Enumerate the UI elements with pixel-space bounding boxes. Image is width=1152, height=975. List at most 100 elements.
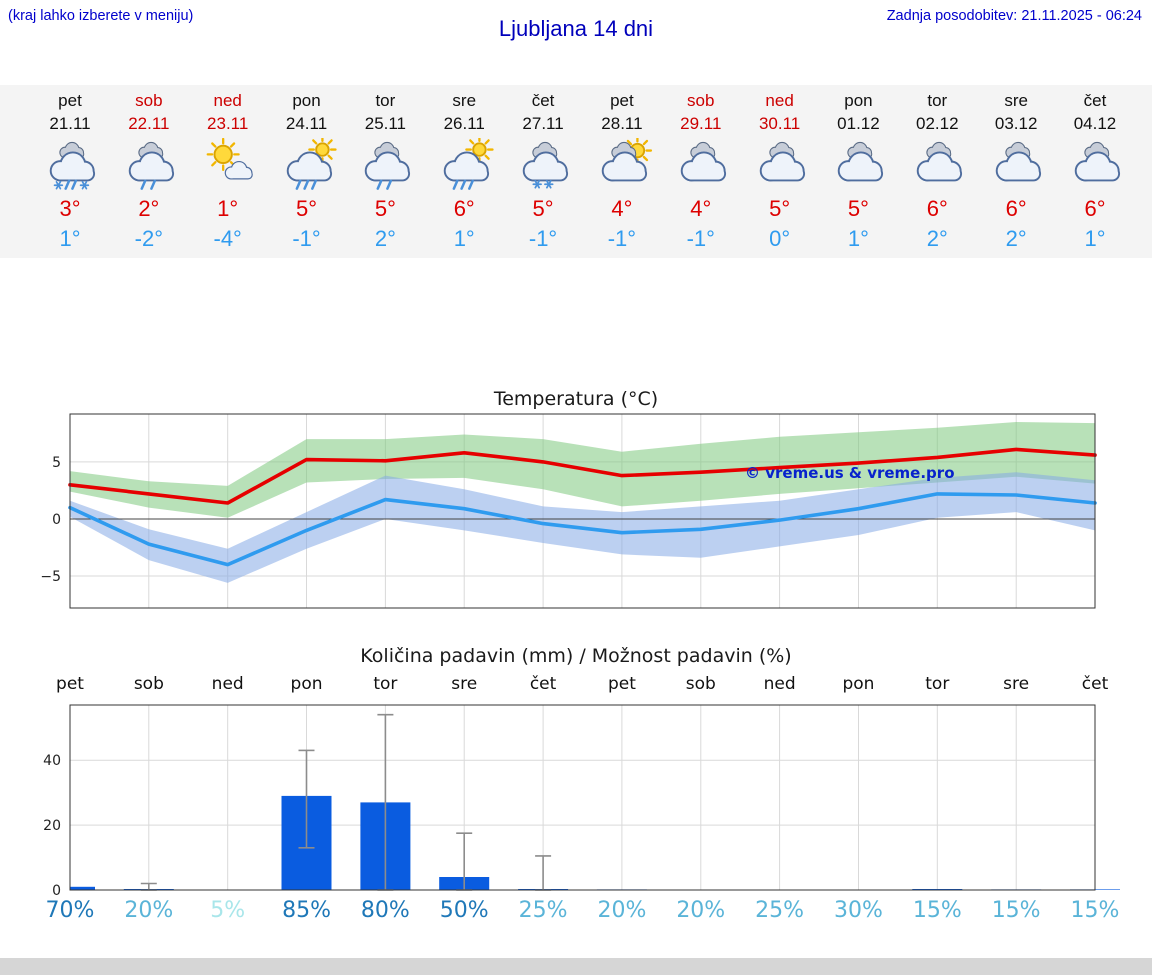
cloudy-icon [977,138,1055,194]
day-date: 22.11 [128,114,170,133]
day-date: 30.11 [758,114,801,133]
temp-low: 1° [59,226,81,251]
cloudy-icon [741,138,819,194]
temp-high: 6° [926,196,948,221]
temp-high: 2° [138,196,160,221]
forecast-day-25.11[interactable]: tor 25.11 5° 2° [346,91,424,252]
day-date: 26.11 [443,114,485,133]
forecast-day-04.12[interactable]: čet 04.12 6° 1° [1056,91,1134,252]
forecast-day-30.11[interactable]: ned 30.11 5° 0° [741,91,819,252]
day-date: 23.11 [207,114,249,133]
forecast-day-29.11[interactable]: sob 29.11 4° -1° [662,91,740,252]
rain-icon [346,138,424,194]
day-date: 04.12 [1073,114,1117,133]
day-date: 28.11 [601,114,643,133]
temp-high: 5° [847,196,869,221]
precip-probability: 30% [834,898,883,923]
day-name: pet [58,91,82,110]
day-name: ned [765,91,794,110]
temp-low: 2° [374,226,396,251]
forecast-day-28.11[interactable]: pet 28.11 4° -1° [583,91,661,252]
svg-text:40: 40 [43,753,61,769]
precip-probability: 15% [1070,898,1120,923]
precip-probability: 70% [45,898,95,923]
day-name: sob [687,91,715,110]
cloudy-icon [662,138,740,194]
page-title: Ljubljana 14 dni [498,16,654,41]
day-date: 01.12 [837,114,880,133]
precip-day-label: tor [373,674,398,694]
day-name: pet [610,91,634,110]
precipitation-chart-title: Količina padavin (mm) / Možnost padavin … [360,645,792,667]
footer-bar [0,958,1152,975]
forecast-day-26.11[interactable]: sre 26.11 6° 1° [425,91,503,252]
menu-hint: (kraj lahko izberete v meniju) [8,8,194,24]
precip-probability: 20% [124,898,174,923]
forecast-day-23.11[interactable]: ned 23.11 1° -4° [189,91,267,252]
cloudy-icon [898,138,976,194]
day-date: 29.11 [680,114,722,133]
svg-text:0: 0 [52,512,61,528]
temp-high: 5° [532,196,554,221]
forecast-day-01.12[interactable]: pon 01.12 5° 1° [819,91,897,252]
precip-bar [70,886,95,890]
day-name: čet [1083,91,1107,110]
snow-icon [504,138,582,194]
day-date: 02.12 [916,114,959,133]
temp-low: 1° [453,226,475,251]
last-update: Zadnja posodobitev: 21.11.2025 - 06:24 [886,8,1142,24]
temp-high: 4° [611,196,633,221]
day-name: pon [292,91,321,110]
precip-day-label: čet [1081,674,1109,694]
sun-cloud-icon [189,137,267,194]
precip-probability: 25% [755,898,805,923]
copyright-note: © vreme.us & vreme.pro [745,464,955,482]
sleet-icon [31,138,109,194]
temperature-chart-title: Temperatura (°C) [493,388,659,410]
day-name: sre [1004,91,1028,110]
precip-day-label: čet [529,674,557,694]
temp-high: 6° [1084,196,1106,221]
temp-low: -1° [607,226,637,251]
temp-low: -2° [134,226,164,251]
precip-probability: 50% [439,898,489,923]
forecast-day-02.12[interactable]: tor 02.12 6° 2° [898,91,976,252]
precip-probability-row: 70% 20% 5% 85% 80% 50% 25% 20% 20% 25% 30% 15% 15% 15… [0,898,1152,928]
precip-probability: 80% [360,898,410,923]
rain-sun-icon [425,135,503,194]
temp-high: 1° [217,196,239,221]
day-date: 27.11 [522,114,564,133]
svg-text:0: 0 [52,883,61,895]
day-date: 25.11 [364,114,407,133]
day-date: 03.12 [994,114,1038,133]
temp-low: 2° [926,226,948,251]
temp-low: -1° [686,226,715,251]
temp-high: 5° [374,196,396,221]
forecast-day-24.11[interactable]: pon 24.11 5° -1° [268,91,346,252]
precipitation-chart: 0 20 40 [43,704,1120,895]
forecast-day-21.11[interactable]: pet 21.11 3° 1° [31,91,109,252]
precip-probability: 15% [912,898,962,923]
precip-day-label: sre [451,674,478,694]
temp-high: 5° [769,196,791,221]
svg-text:−5: −5 [40,569,61,585]
precip-probability: 20% [597,898,647,923]
forecast-day-22.11[interactable]: sob 22.11 2° -2° [110,91,188,252]
precip-probability: 15% [991,898,1041,923]
temp-low: 0° [769,226,791,251]
forecast-day-03.12[interactable]: sre 03.12 6° 2° [977,91,1055,252]
precip-day-label: ned [211,674,244,694]
forecast-day-27.11[interactable]: čet 27.11 5° -1° [504,91,582,252]
forecast-strip: pet 21.11 3° 1° sob 22.11 2° -2° ned 23.11 1° -4° po… [0,85,1152,258]
temp-low: -1° [292,226,321,251]
temp-low: 1° [1084,226,1106,251]
precip-day-label: pet [607,674,636,694]
precip-day-label: tor [925,674,950,694]
partly-icon [583,135,661,194]
temp-low: 1° [847,226,869,251]
precip-probability: 85% [282,898,331,923]
precip-day-label: sob [133,674,164,694]
svg-text:20: 20 [43,818,61,834]
precip-day-label: pon [842,674,875,694]
